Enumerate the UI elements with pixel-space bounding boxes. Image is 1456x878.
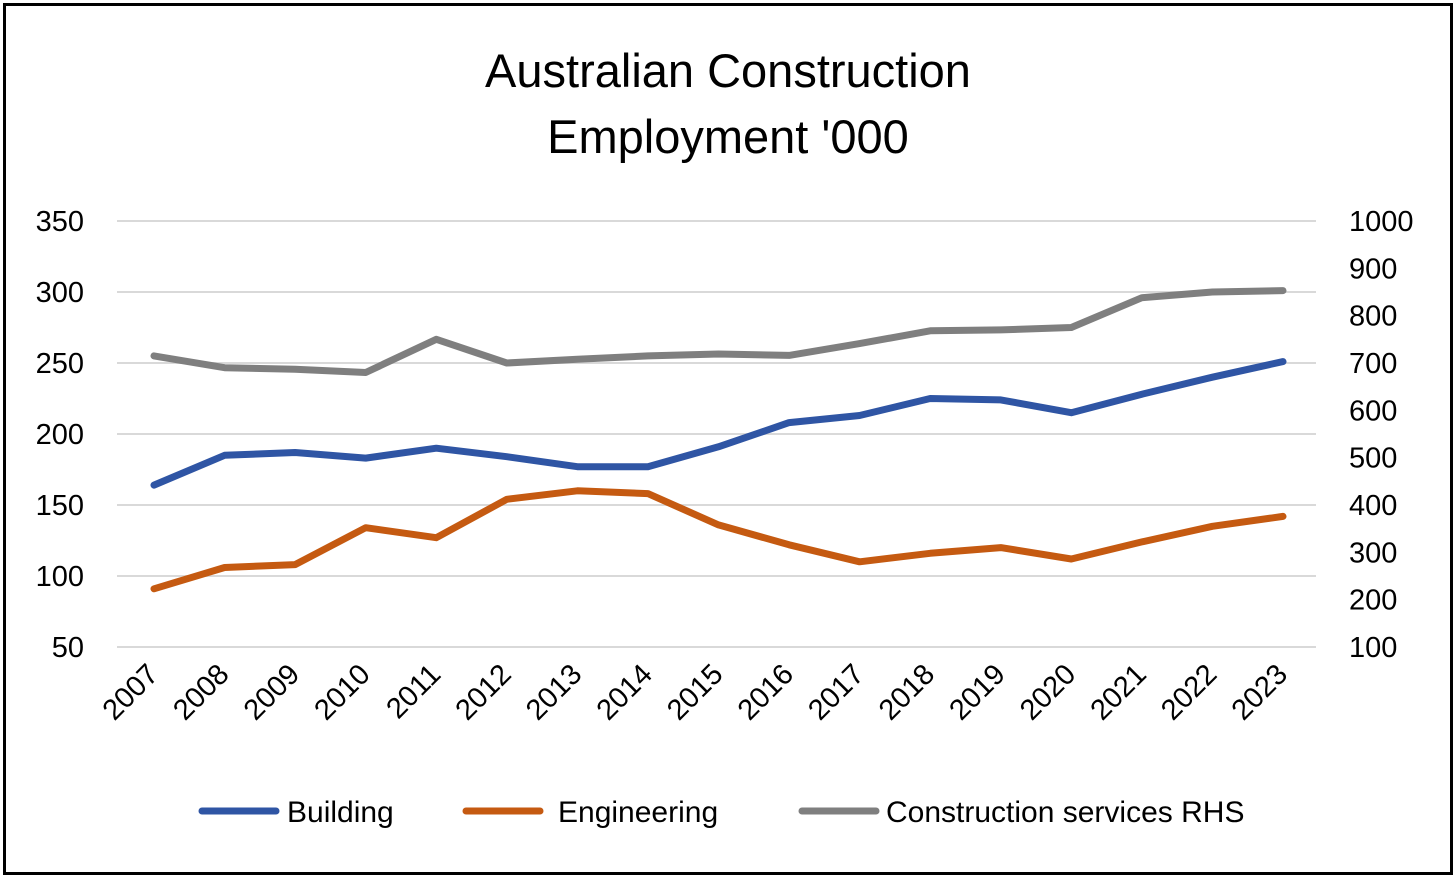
right-axis-tick-label: 700 [1349,348,1397,380]
x-axis-tick-label: 2007 [97,658,165,726]
legend-label-construction-services-rhs: Construction services RHS [886,796,1244,829]
x-axis-tick-label: 2015 [661,658,729,726]
left-axis: 50 100 150 200 250 300 350 [36,206,84,664]
x-axis-tick-label: 2009 [238,658,306,726]
left-axis-tick-label: 100 [36,561,84,593]
chart-title-line-1: Australian Construction [485,44,971,97]
right-axis-tick-label: 900 [1349,253,1397,285]
x-axis-tick-label: 2021 [1085,658,1153,726]
left-axis-tick-label: 50 [52,632,84,664]
series-lines [150,287,1287,593]
right-axis-tick-label: 800 [1349,301,1397,333]
left-axis-tick-label: 250 [36,348,84,380]
right-axis-tick-label: 500 [1349,443,1397,475]
right-axis-tick-label: 200 [1349,585,1397,617]
x-axis-tick-label: 2019 [943,658,1011,726]
chart-title: Australian Construction Employment '000 [0,38,1456,170]
series-line-building [150,358,1287,489]
x-axis: 2007 2008 2009 2010 2011 2012 2013 2014 2015 2016… [97,658,1294,726]
x-axis-tick-label: 2022 [1155,658,1223,726]
x-axis-tick-label: 2013 [520,658,588,726]
x-axis-tick-label: 2017 [802,658,870,726]
x-axis-tick-label: 2011 [380,658,447,725]
x-axis-tick-label: 2018 [873,658,941,726]
legend-label-engineering: Engineering [558,796,718,829]
gridlines [117,220,1316,648]
x-axis-tick-label: 2023 [1226,658,1294,726]
right-axis-tick-label: 400 [1349,490,1397,522]
x-axis-tick-label: 2012 [450,658,518,726]
chart-title-line-2: Employment '000 [547,110,909,163]
right-axis-tick-label: 300 [1349,537,1397,569]
chart-frame [3,3,1453,875]
x-axis-tick-label: 2014 [591,658,659,726]
legend-label-building: Building [287,796,394,829]
x-axis-tick-label: 2008 [167,658,235,726]
x-axis-tick-label: 2016 [732,658,800,726]
left-axis-tick-label: 350 [36,206,84,238]
series-line-engineering [150,487,1287,593]
right-axis-tick-label: 1000 [1349,206,1414,238]
legend: Building Engineering Construction services… [198,796,1244,829]
left-axis-tick-label: 150 [36,490,84,522]
right-axis: 100 200 300 400 500 600 700 800 900 1000 [1349,206,1414,664]
right-axis-tick-label: 100 [1349,632,1397,664]
right-axis-tick-label: 600 [1349,395,1397,427]
x-axis-tick-label: 2010 [308,658,376,726]
series-line-construction-services-rhs [150,287,1287,376]
x-axis-tick-label: 2020 [1014,658,1082,726]
left-axis-tick-label: 300 [36,277,84,309]
left-axis-tick-label: 200 [36,419,84,451]
